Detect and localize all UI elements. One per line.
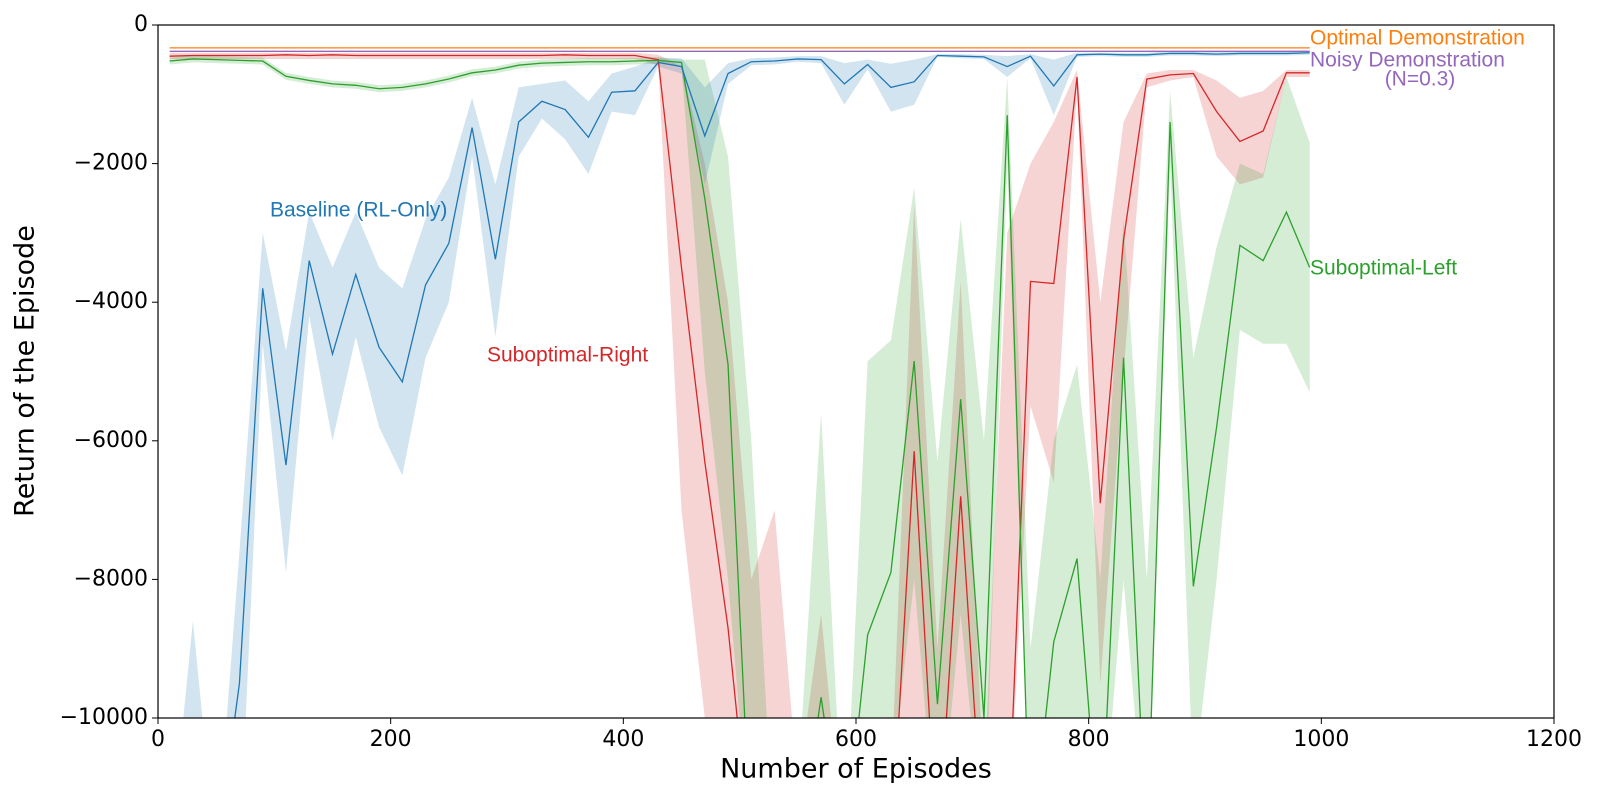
x-tick-label: 0 [151, 727, 165, 752]
y-tick-label: −2000 [74, 151, 148, 176]
x-tick-label: 800 [1068, 727, 1110, 752]
series-sublabel: (N=0.3) [1385, 68, 1456, 91]
confidence-band [169, 55, 1310, 718]
y-tick-label: −8000 [74, 566, 148, 591]
y-axis-label: Return of the Episode [10, 225, 41, 517]
series-line [169, 58, 1311, 718]
series-line [234, 52, 1310, 718]
y-tick-label: −6000 [74, 428, 148, 453]
series-label: Noisy Demonstration [1310, 49, 1505, 72]
x-tick-label: 1200 [1526, 727, 1582, 752]
x-tick-label: 200 [370, 727, 412, 752]
y-tick-label: −10000 [60, 705, 148, 730]
series-label: Suboptimal-Right [487, 344, 648, 367]
x-tick-label: 600 [835, 727, 877, 752]
series-label: Baseline (RL-Only) [270, 199, 447, 222]
x-axis-label: Number of Episodes [720, 754, 992, 785]
x-tick-label: 400 [602, 727, 644, 752]
series-line [169, 54, 1310, 718]
confidence-band [169, 52, 1310, 718]
y-tick-label: −4000 [74, 289, 148, 314]
y-tick-label: 0 [134, 12, 148, 37]
lines [169, 47, 1311, 718]
confidence-band [183, 50, 1310, 718]
series-label: Suboptimal-Left [1310, 257, 1457, 280]
series-label: Optimal Demonstration [1310, 27, 1525, 50]
bands [169, 50, 1310, 718]
x-tick-label: 1000 [1293, 727, 1349, 752]
